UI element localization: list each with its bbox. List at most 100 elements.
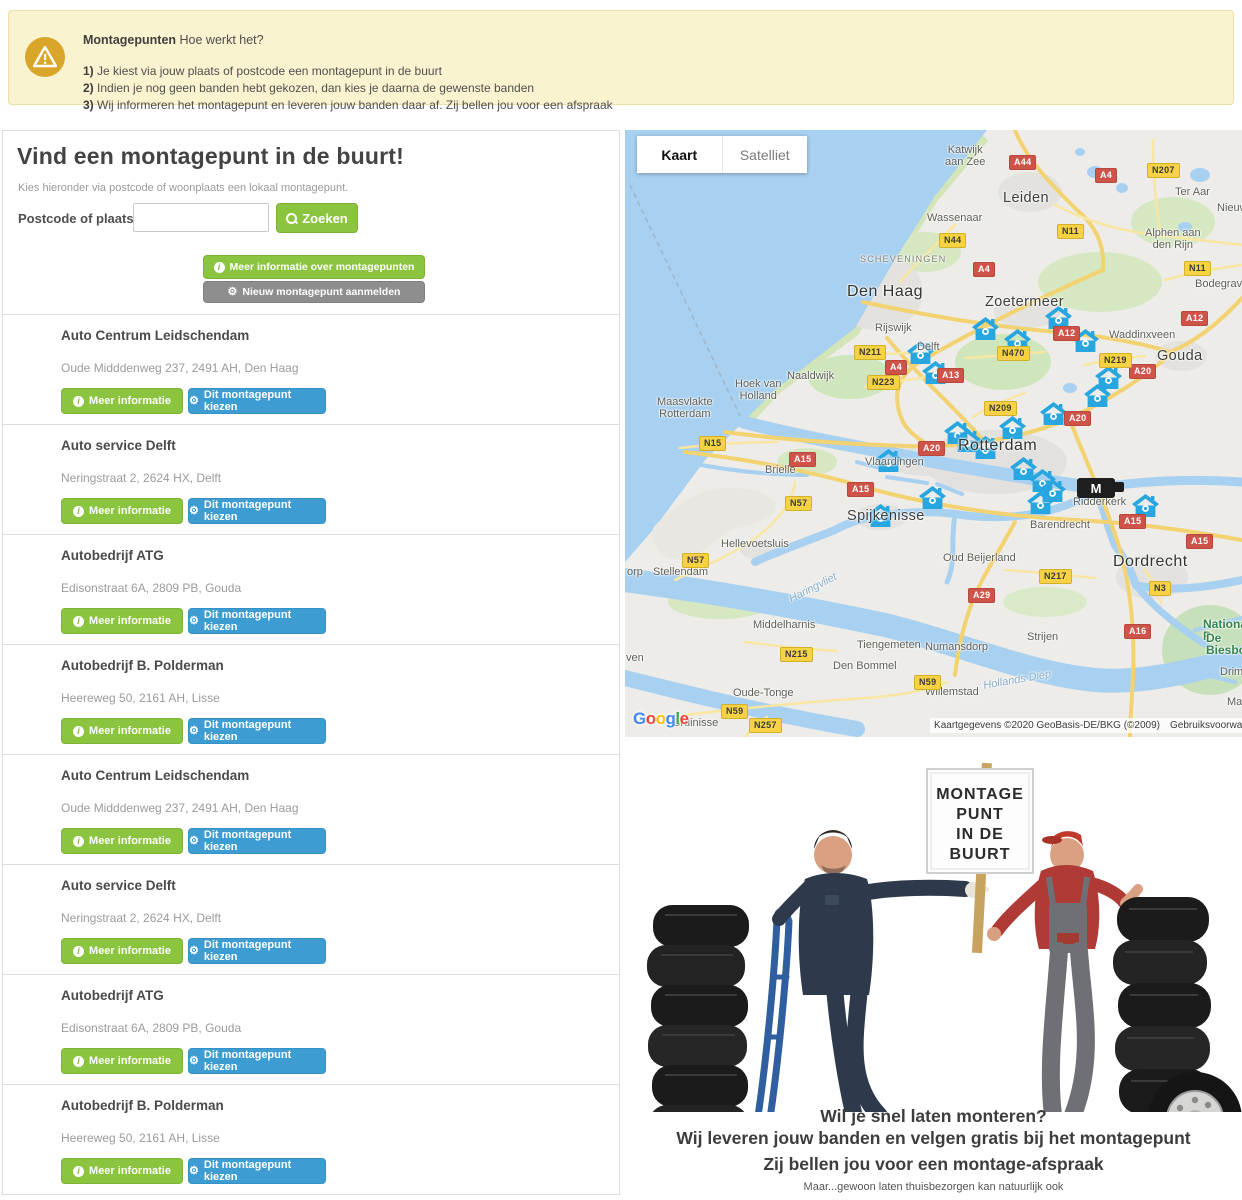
search-button[interactable]: Zoeken (276, 203, 358, 233)
finder-subtitle: Kies hieronder via postcode of woonplaat… (18, 182, 349, 194)
map-city-label: Leiden (1003, 190, 1049, 206)
map-city-label: Rijswijk (875, 322, 912, 334)
info-icon: i (73, 1055, 85, 1067)
map-city-label: Bruinisse (673, 717, 719, 729)
info-icon: i (73, 945, 85, 957)
road-badge-a: A15 (847, 482, 875, 497)
info-icon: i (73, 505, 85, 517)
cogs-icon: ⚙ (189, 834, 199, 847)
promo-illustration: MONTAGE PUNT IN DE BUURT (630, 762, 1242, 1175)
cogs-icon: ⚙ (189, 614, 199, 627)
map-city-label: Bodegraven (1195, 278, 1242, 290)
tab-satelliet[interactable]: Satelliet (721, 136, 808, 173)
road-badge-a: A20 (918, 441, 946, 456)
road-badge-n: N11 (1184, 261, 1211, 276)
choose-montagepunt-button[interactable]: ⚙ Dit montagepunt kiezen (188, 718, 326, 744)
map-city-label: Ridderkerk (1073, 496, 1127, 508)
road-badge-n: N57 (785, 496, 813, 511)
banner-steps: 1) Je kiest via jouw plaats of postcode … (83, 63, 613, 114)
promo-caption-4: Maar...gewoon laten thuisbezorgen kan na… (803, 1181, 1064, 1193)
map-city-label: orp (627, 566, 643, 578)
location-address: Edisonstraat 6A, 2809 PB, Gouda (61, 1021, 242, 1035)
choose-montagepunt-button[interactable]: ⚙ Dit montagepunt kiezen (188, 1158, 326, 1184)
map-city-label: Waddinxveen (1109, 329, 1176, 341)
map-terms-link[interactable]: Gebruiksvoorwa (1164, 718, 1242, 733)
page-title: Vind een montagepunt in de buurt! (17, 143, 404, 169)
google-map[interactable]: Kaart Satelliet A44 A4 A4 A4 A12 A12 A13… (625, 130, 1242, 737)
more-info-button[interactable]: i Meer informatie (61, 608, 183, 634)
choose-montagepunt-button[interactable]: ⚙ Dit montagepunt kiezen (188, 388, 326, 414)
map-city-label: Alphen aan den Rijn (1145, 227, 1201, 251)
location-row: Auto Centrum Leidschendam Oude Midddenwe… (3, 754, 619, 864)
info-icon: i (73, 1165, 85, 1177)
info-icon: i (73, 395, 85, 407)
choose-montagepunt-button[interactable]: ⚙ Dit montagepunt kiezen (188, 828, 326, 854)
more-info-button[interactable]: i Meer informatie (61, 718, 183, 744)
more-info-button[interactable]: i Meer informatie (61, 938, 183, 964)
how-it-works-banner: Montagepunten Hoe werkt het? 1) Je kiest… (8, 10, 1234, 112)
choose-montagepunt-button[interactable]: ⚙ Dit montagepunt kiezen (188, 1048, 326, 1074)
road-badge-n: N207 (1147, 163, 1180, 178)
more-info-button[interactable]: i Meer informatie (61, 828, 183, 854)
map-marker-m-depot[interactable]: M (1077, 478, 1124, 498)
cogs-icon: ⚙ (189, 1164, 199, 1177)
location-address: Edisonstraat 6A, 2809 PB, Gouda (61, 581, 242, 595)
road-badge-a: A20 (1064, 411, 1092, 426)
sign-line: PUNT (956, 806, 1004, 823)
map-city-label: Oude-Tonge (733, 687, 794, 699)
road-badge-a: A16 (1124, 624, 1152, 639)
map-city-label: Hellevoetsluis (721, 538, 789, 550)
map-city-label: Strijen (1027, 631, 1059, 643)
map-park-label: De Biesbos (1206, 631, 1242, 657)
more-info-button[interactable]: i Meer informatie (61, 388, 183, 414)
map-city-label: Middelharnis (753, 619, 816, 631)
location-name: Autobedrijf ATG (61, 988, 164, 1003)
map-city-label: Barendrecht (1030, 519, 1090, 531)
road-badge-n: N15 (699, 436, 727, 451)
map-city-label: Delft (917, 341, 940, 353)
map-city-label: Vlaardingen (865, 456, 924, 468)
map-city-label: Nieuwko (1217, 202, 1242, 214)
tab-kaart[interactable]: Kaart (661, 146, 698, 163)
banner-subtitle: Hoe werkt het? (179, 33, 264, 47)
road-badge-n: N59 (914, 675, 942, 690)
map-city-label: Numansdorp (925, 641, 988, 653)
location-name: Autobedrijf ATG (61, 548, 164, 563)
map-city-label: Hoek van Holland (735, 378, 782, 402)
road-badge-a: A15 (789, 452, 817, 467)
location-address: Oude Midddenweg 237, 2491 AH, Den Haag (61, 361, 299, 375)
map-attribution: Kaartgegevens ©2020 GeoBasis-DE/BKG (©20… (930, 718, 1164, 733)
register-montagepunt-button[interactable]: ⚙ Nieuw montagepunt aanmelden (203, 281, 425, 303)
location-row: Auto service Delft Neringstraat 2, 2624 … (3, 424, 619, 534)
choose-montagepunt-button[interactable]: ⚙ Dit montagepunt kiezen (188, 608, 326, 634)
road-badge-n: N219 (1099, 353, 1132, 368)
location-address: Heereweg 50, 2161 AH, Lisse (61, 691, 220, 705)
montagepunt-finder-panel: Vind een montagepunt in de buurt! Kies h… (2, 130, 620, 1195)
cogs-icon: ⚙ (189, 394, 199, 407)
road-badge-n: N223 (867, 375, 900, 390)
map-city-label: Zoetermeer (985, 294, 1064, 310)
choose-montagepunt-button[interactable]: ⚙ Dit montagepunt kiezen (188, 498, 326, 524)
location-row: Autobedrijf ATG Edisonstraat 6A, 2809 PB… (3, 534, 619, 644)
cogs-icon: ⚙ (189, 1054, 199, 1067)
choose-montagepunt-button[interactable]: ⚙ Dit montagepunt kiezen (188, 938, 326, 964)
more-info-button[interactable]: i Meer informatie (61, 1048, 183, 1074)
map-city-label: Ma (1227, 696, 1242, 708)
location-address: Heereweg 50, 2161 AH, Lisse (61, 1131, 220, 1145)
location-address: Oude Midddenweg 237, 2491 AH, Den Haag (61, 801, 299, 815)
banner-title: Montagepunten Hoe werkt het? (83, 33, 264, 47)
hand-truck (744, 908, 796, 1141)
more-info-button[interactable]: i Meer informatie (61, 498, 183, 524)
road-badge-a: A13 (937, 368, 965, 383)
location-address: Neringstraat 2, 2624 HX, Delft (61, 911, 222, 925)
road-badge-n: N211 (854, 345, 887, 360)
more-info-montagepunten-button[interactable]: i Meer informatie over montagepunten (203, 255, 425, 279)
postcode-input[interactable] (133, 203, 269, 232)
road-badge-a: A12 (1053, 326, 1081, 341)
more-info-button[interactable]: i Meer informatie (61, 1158, 183, 1184)
banner-step: 2) Indien je nog geen banden hebt gekoze… (83, 81, 535, 95)
map-city-label: Den Bommel (833, 660, 897, 672)
road-badge-n: N11 (1057, 224, 1084, 239)
banner-title-strong: Montagepunten (83, 33, 177, 47)
map-city-label: Rotterdam (958, 437, 1038, 454)
